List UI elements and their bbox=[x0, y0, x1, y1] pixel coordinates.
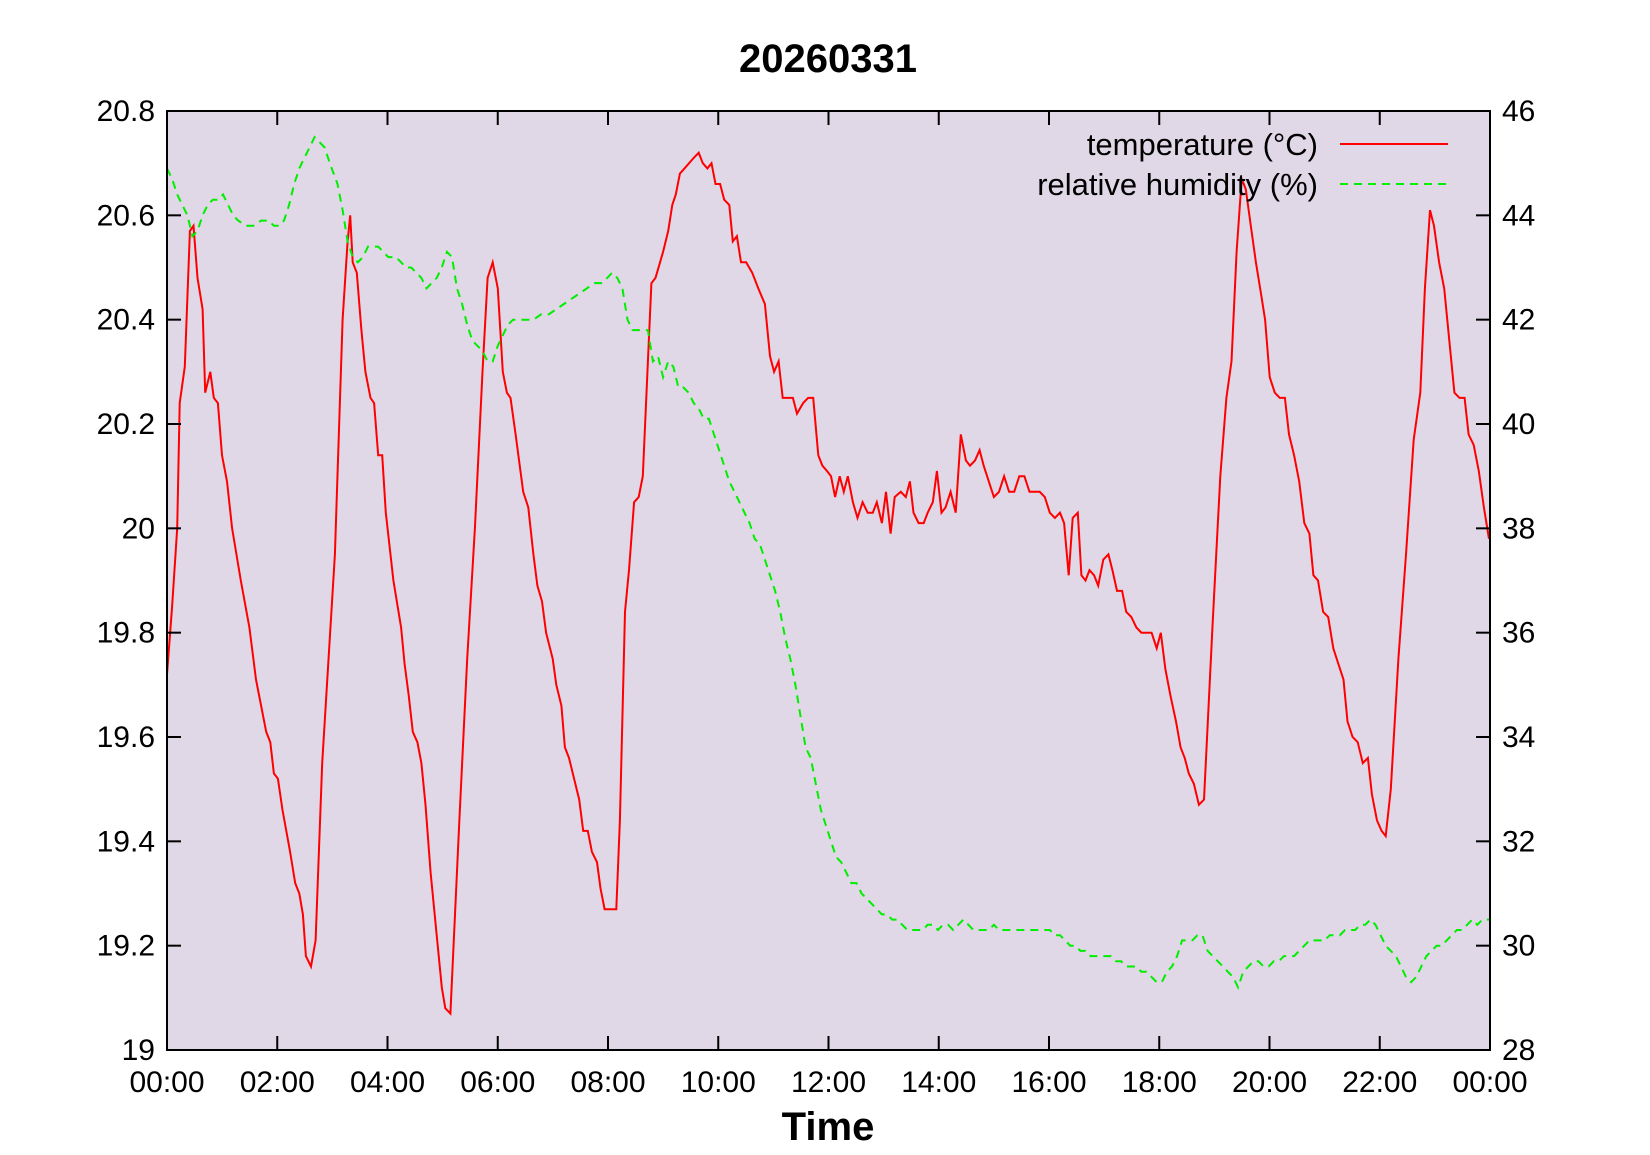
y2-tick-label: 30 bbox=[1502, 930, 1535, 963]
plot-background bbox=[167, 111, 1490, 1050]
tick-layer: 19 19.2 19.4 19.6 19.8 20 20.2 20.4 20.6 20.8 28 30… bbox=[97, 95, 1536, 1099]
x-tick-label: 20:00 bbox=[1232, 1066, 1307, 1099]
y2-tick-label: 36 bbox=[1502, 617, 1535, 650]
y-tick-label: 20.8 bbox=[97, 95, 155, 128]
y2-tick-label: 46 bbox=[1502, 95, 1535, 128]
y-tick-label: 20.6 bbox=[97, 199, 155, 232]
y-tick-label: 19.8 bbox=[97, 617, 155, 650]
y-tick-label: 20.4 bbox=[97, 304, 155, 337]
x-tick-label: 18:00 bbox=[1122, 1066, 1197, 1099]
x-tick-label: 04:00 bbox=[350, 1066, 425, 1099]
y2-tick-label: 28 bbox=[1502, 1034, 1535, 1067]
y-tick-label: 19.2 bbox=[97, 930, 155, 963]
series-layer bbox=[166, 135, 1490, 1016]
x-tick-label: 06:00 bbox=[460, 1066, 535, 1099]
y2-tick-label: 40 bbox=[1502, 408, 1535, 441]
y-tick-label: 20 bbox=[122, 512, 155, 545]
y-tick-label: 19.6 bbox=[97, 721, 155, 754]
x-tick-label: 00:00 bbox=[129, 1066, 204, 1099]
legend-label-humidity: relative humidity (%) bbox=[1037, 167, 1318, 202]
series-line-0 bbox=[166, 150, 1490, 1016]
y2-tick-label: 34 bbox=[1502, 721, 1535, 754]
x-tick-label: 12:00 bbox=[791, 1066, 866, 1099]
y2-tick-label: 38 bbox=[1502, 512, 1535, 545]
x-tick-label: 16:00 bbox=[1011, 1066, 1086, 1099]
x-tick-label: 14:00 bbox=[901, 1066, 976, 1099]
x-axis-label: Time bbox=[782, 1105, 875, 1149]
chart-title: 20260331 bbox=[739, 37, 917, 81]
x-tick-label: 08:00 bbox=[570, 1066, 645, 1099]
legend-label-temperature: temperature (°C) bbox=[1087, 127, 1318, 162]
x-tick-label: 00:00 bbox=[1452, 1066, 1527, 1099]
y2-tick-label: 44 bbox=[1502, 199, 1535, 232]
y2-tick-label: 32 bbox=[1502, 825, 1535, 858]
x-tick-label: 02:00 bbox=[240, 1066, 315, 1099]
x-tick-label: 22:00 bbox=[1342, 1066, 1417, 1099]
y-tick-label: 20.2 bbox=[97, 408, 155, 441]
y2-tick-label: 42 bbox=[1502, 304, 1535, 337]
y-tick-label: 19 bbox=[122, 1034, 155, 1067]
legend: temperature (°C) relative humidity (%) bbox=[1037, 127, 1448, 202]
x-tick-label: 10:00 bbox=[681, 1066, 756, 1099]
y-tick-label: 19.4 bbox=[97, 825, 155, 858]
